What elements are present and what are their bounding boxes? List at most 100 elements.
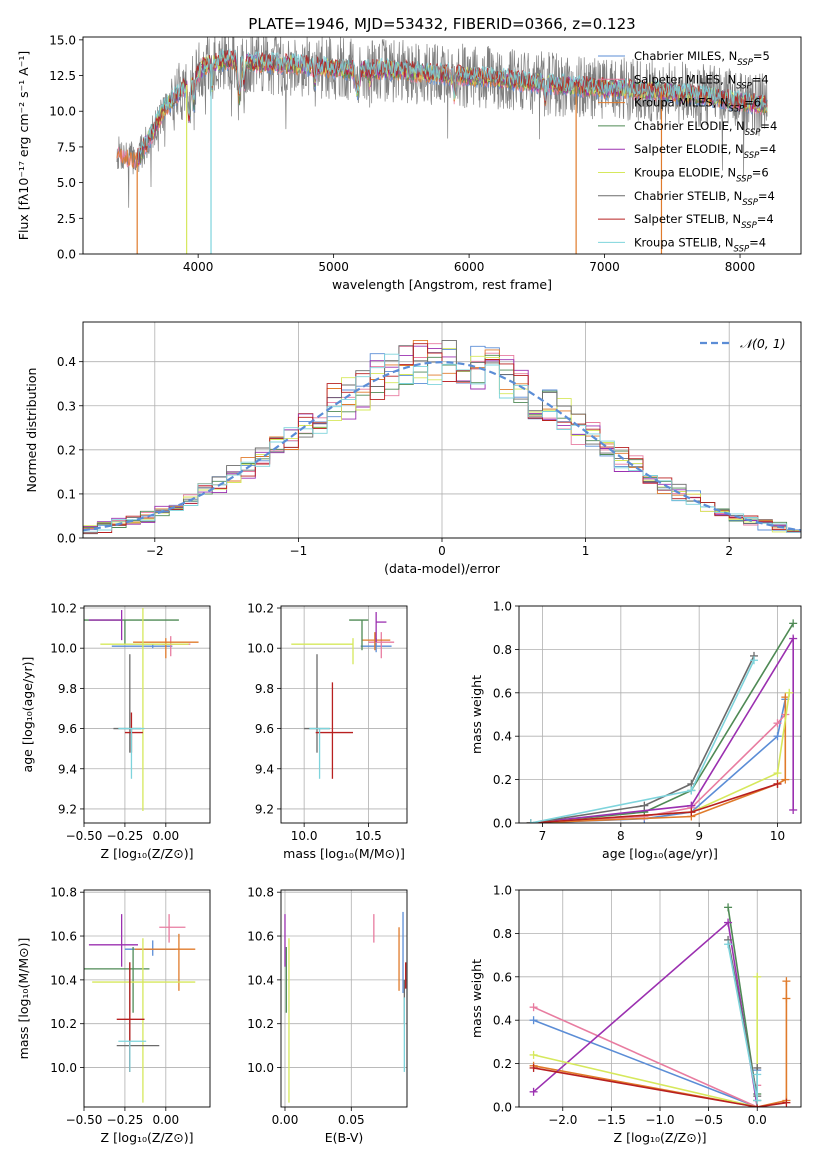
y-tick-label: 0.4 xyxy=(57,355,76,369)
series-marker-s_stelib xyxy=(782,1098,791,1107)
legend-label-text: Kroupa MILES, N xyxy=(634,96,729,110)
series-marker-c_miles xyxy=(529,1016,538,1025)
axes-frame xyxy=(83,889,211,1108)
y-tick-label: 10.0 xyxy=(50,642,77,656)
x-tick-label: −2 xyxy=(146,544,164,558)
y-tick-label: 0.4 xyxy=(493,730,512,744)
y-tick-label: 12.5 xyxy=(49,69,76,83)
y-tick-label: 10.4 xyxy=(50,973,77,987)
x-tick-label: −2.0 xyxy=(548,1113,577,1127)
y-tick-label: 10.4 xyxy=(247,973,274,987)
series-marker-s_elodie xyxy=(529,1087,538,1096)
legend-label-sub: SSP xyxy=(737,58,753,68)
y-axis-label: mass [log₁₀(M/M⊙)] xyxy=(16,938,31,1060)
legend-label-s_elodie: Salpeter ELODIE, NSSP=4 xyxy=(634,142,776,161)
y-tick-label: 0.0 xyxy=(493,1101,512,1115)
x-tick-label: −1 xyxy=(290,544,308,558)
legend-label-text: Kroupa STELIB, N xyxy=(634,235,734,249)
legend-label-k_elodie: Kroupa ELODIE, NSSP=6 xyxy=(634,166,769,185)
series-marker-k_stelib xyxy=(753,1096,762,1105)
series-line-s_miles xyxy=(533,1006,758,1107)
y-tick-label: 0.0 xyxy=(493,817,512,831)
x-tick-label: 2 xyxy=(725,544,733,558)
y-tick-label: 9.6 xyxy=(58,722,77,736)
y-tick-label: 15.0 xyxy=(49,33,76,47)
axes: 10.0 10.5 9.2 9.4 9.6 9.8 10.0 10.2 mass [log₁₀(… xyxy=(247,602,408,861)
x-tick-label: −1.0 xyxy=(645,1113,674,1127)
legend-label-tail: =4 xyxy=(758,189,775,203)
x-tick-label: 7000 xyxy=(589,260,620,274)
x-tick-label: 0.00 xyxy=(272,1113,299,1127)
series-marker-k_elodie xyxy=(785,688,794,697)
axes: 4000 5000 6000 7000 8000 0.0 2.5 5.0 7.5 10.0 12.5… xyxy=(16,33,802,292)
series-marker-k_miles xyxy=(782,994,791,1003)
legend-label-text: Kroupa ELODIE, N xyxy=(634,166,736,180)
series-marker-k_miles xyxy=(781,775,790,784)
x-tick-label: 0 xyxy=(438,544,446,558)
legend-label-sub: SSP xyxy=(736,175,752,185)
x-tick-label: 4000 xyxy=(183,260,214,274)
y-axis-label: mass weight xyxy=(469,959,484,1038)
y-tick-label: 10.0 xyxy=(247,1061,274,1075)
axes-frame xyxy=(83,605,211,824)
x-tick-label: 5000 xyxy=(318,260,349,274)
y-tick-label: 0.8 xyxy=(493,643,512,657)
y-tick-label: 5.0 xyxy=(57,176,76,190)
y-tick-label: 10.2 xyxy=(50,1017,77,1031)
series-marker-c_stelib xyxy=(640,801,649,810)
series-marker-s_miles xyxy=(529,1003,538,1012)
series-line-s_elodie xyxy=(533,920,758,1107)
x-tick-label: 0.05 xyxy=(338,1113,365,1127)
grid xyxy=(281,606,407,823)
y-tick-label: 7.5 xyxy=(57,140,76,154)
legend-label-sub: SSP xyxy=(742,198,758,208)
y-axis-label: Normed distribution xyxy=(24,368,39,493)
y-tick-label: 9.6 xyxy=(255,722,274,736)
y-tick-label: 9.2 xyxy=(58,802,77,816)
spectrum-title: PLATE=1946, MJD=53432, FIBERID=0366, z=0… xyxy=(248,15,635,33)
series-marker-s_stelib xyxy=(773,779,782,788)
series-marker-c_elodie xyxy=(724,903,733,912)
plot-area xyxy=(83,339,801,535)
y-tick-label: 0.2 xyxy=(493,773,512,787)
legend-label-text: Chabrier ELODIE, N xyxy=(634,119,745,133)
y-tick-label: 10.2 xyxy=(50,602,77,616)
y-tick-label: 10.2 xyxy=(247,1017,274,1031)
y-axis-label: mass weight xyxy=(469,675,484,754)
y-tick-label: 0.0 xyxy=(57,532,76,546)
y-tick-label: 9.8 xyxy=(58,682,77,696)
series-marker-k_elodie xyxy=(529,1050,538,1059)
legend-label-k_stelib: Kroupa STELIB, NSSP=4 xyxy=(634,235,766,254)
y-tick-label: 10.0 xyxy=(49,105,76,119)
y-tick-label: 0.1 xyxy=(57,487,76,501)
y-axis-label: age [log₁₀(age/yr)] xyxy=(20,657,35,773)
x-tick-label: 6000 xyxy=(454,260,485,274)
legend-label-tail: =6 xyxy=(752,166,769,180)
x-tick-label: 0.00 xyxy=(152,1113,179,1127)
series-marker-s_stelib xyxy=(687,808,696,817)
y-tick-label: 10.2 xyxy=(247,602,274,616)
y-tick-label: 0.4 xyxy=(493,1014,512,1028)
series-marker-k_elodie xyxy=(753,972,762,981)
mass-vs-extinction-chart: 0.00 0.05 10.0 10.2 10.4 10.6 10.8 E(B-V) xyxy=(247,886,408,1145)
y-tick-label: 1.0 xyxy=(493,600,512,614)
x-tick-label: 8 xyxy=(617,829,625,843)
y-tick-label: 10.6 xyxy=(50,930,77,944)
legend-label-sub: SSP xyxy=(741,221,757,231)
grid xyxy=(83,606,210,823)
y-tick-label: 0.3 xyxy=(57,399,76,413)
series-marker-c_miles xyxy=(773,732,782,741)
legend-label-k_miles: Kroupa MILES, NSSP=6 xyxy=(634,96,761,115)
series-line-k_elodie xyxy=(533,976,758,1107)
x-tick-label: −0.5 xyxy=(694,1113,723,1127)
plot-area xyxy=(291,612,395,779)
series-marker-k_elodie xyxy=(773,769,782,778)
grid xyxy=(83,890,210,1107)
series-line-k_elodie xyxy=(530,692,791,823)
x-tick-label: 0.00 xyxy=(152,829,179,843)
model-spectrum-k_stelib xyxy=(136,48,768,163)
y-tick-label: 0.2 xyxy=(57,443,76,457)
x-tick-label: 9 xyxy=(695,829,703,843)
x-tick-label: 0.0 xyxy=(748,1113,767,1127)
